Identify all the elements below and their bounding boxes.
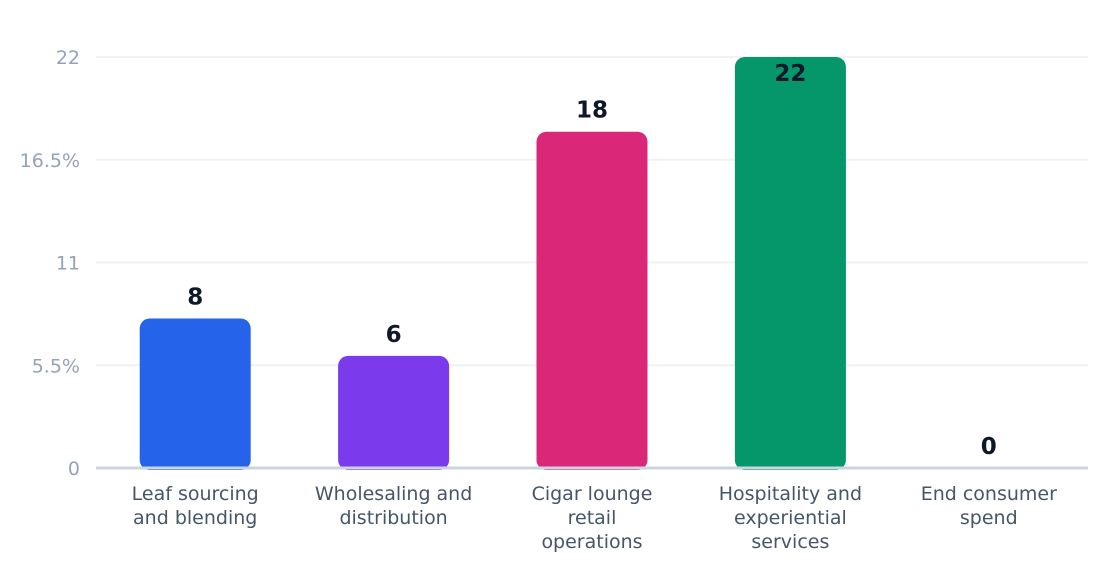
x-tick-label-line: End consumer — [921, 483, 1057, 505]
x-tick-label: Hospitality and experiential services — [719, 483, 862, 553]
x-axis: Leaf sourcing and blending Wholesaling and… — [132, 483, 1057, 553]
x-tick-label: Cigar lounge retail operations — [532, 483, 653, 553]
y-tick-label: 5.5% — [32, 355, 80, 377]
x-tick-label-line: Leaf sourcing — [132, 483, 259, 505]
x-tick-label-line: distribution — [339, 507, 447, 529]
x-tick-label-line: Wholesaling and — [315, 483, 472, 505]
x-tick-label: Wholesaling and distribution — [315, 483, 472, 529]
data-label: 18 — [576, 98, 608, 124]
y-axis: 0 5.5% 11 16.5% 22 — [20, 47, 80, 480]
data-label: 22 — [774, 61, 806, 87]
y-tick-label: 22 — [56, 47, 80, 69]
y-tick-label: 11 — [56, 253, 80, 275]
bar — [139, 318, 251, 470]
bar — [536, 131, 648, 470]
y-tick-label: 0 — [68, 458, 80, 480]
data-label: 8 — [187, 285, 203, 311]
bars — [139, 57, 846, 470]
x-tick-label: Leaf sourcing and blending — [132, 483, 259, 529]
x-tick-label-line: and blending — [133, 507, 257, 529]
data-labels: 8 6 18 22 0 — [187, 61, 997, 460]
x-tick-label-line: Hospitality and — [719, 483, 862, 505]
x-tick-label-line: spend — [960, 507, 1018, 529]
x-tick-label-line: services — [751, 531, 829, 553]
y-tick-label: 16.5% — [20, 150, 80, 172]
bar — [734, 57, 846, 470]
x-tick-label: End consumer spend — [921, 483, 1057, 529]
x-tick-label-line: retail — [568, 507, 617, 529]
x-tick-label-line: operations — [541, 531, 642, 553]
x-tick-label-line: Cigar lounge — [532, 483, 653, 505]
bar — [338, 355, 450, 470]
x-tick-label-line: experiential — [734, 507, 847, 529]
data-label: 6 — [386, 322, 402, 348]
data-label: 0 — [981, 434, 997, 460]
